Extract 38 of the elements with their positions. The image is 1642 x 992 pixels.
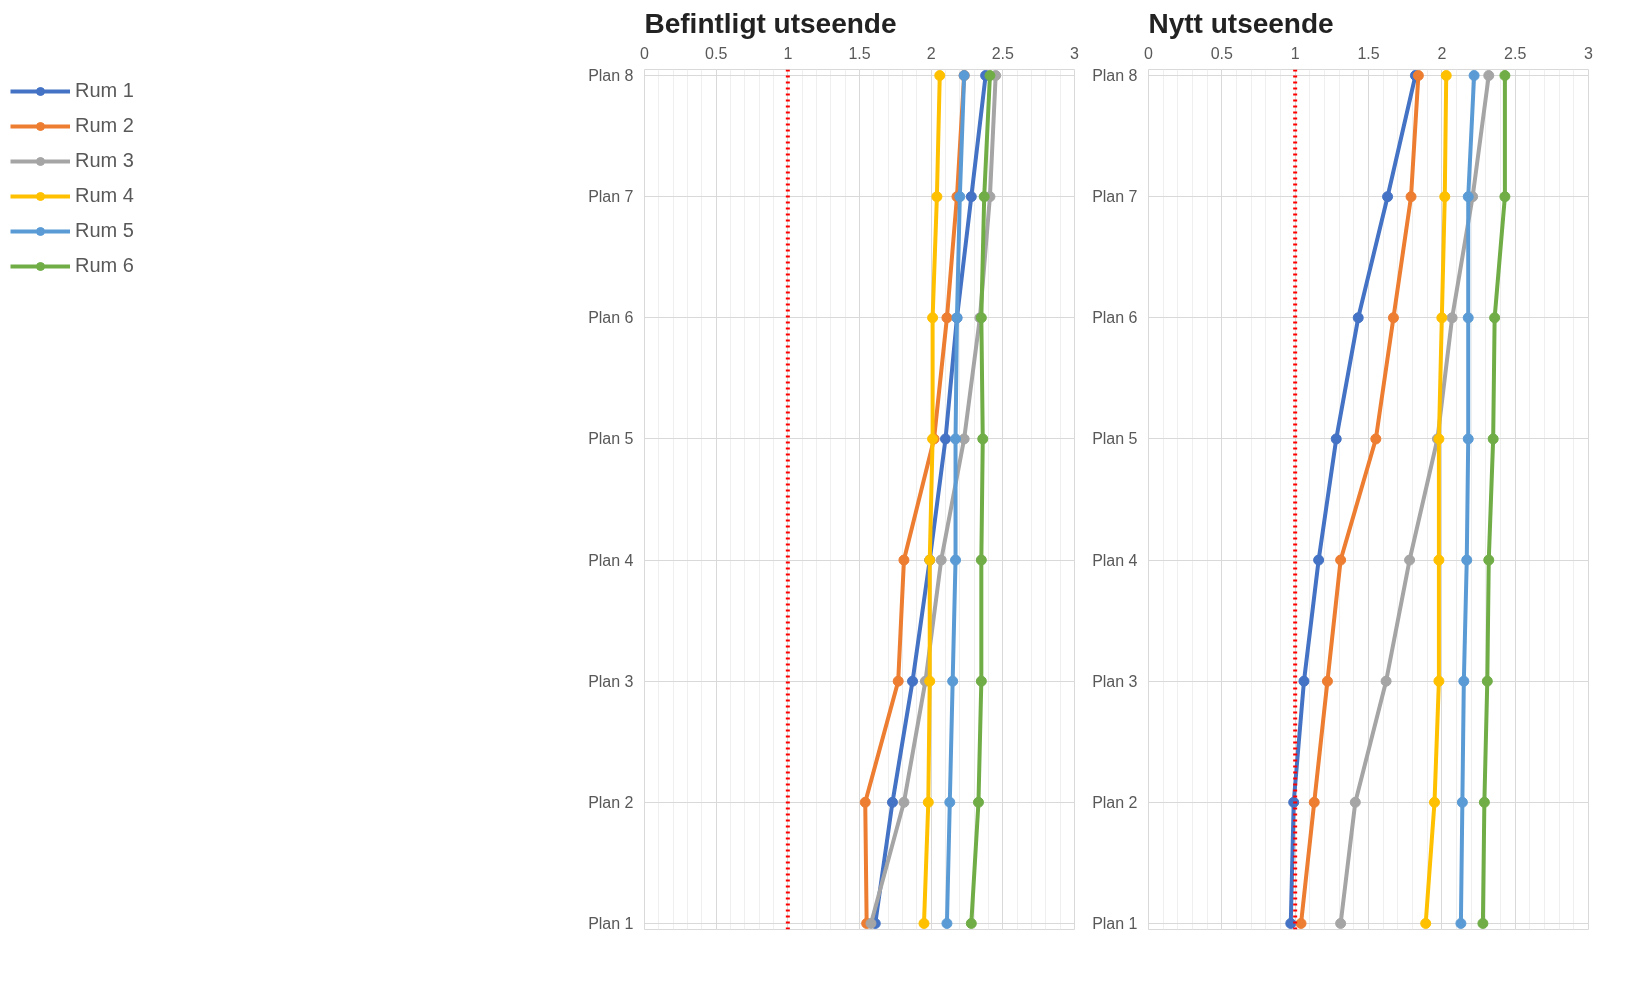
chart-title: Befintligt utseende [644,7,897,39]
y-tick-label: Plan 3 [1092,672,1138,690]
chart-title: Nytt utseende [1148,7,1334,39]
y-tick-label: Plan 8 [588,67,634,85]
y-tick-label: Plan 5 [588,430,634,448]
x-tick-label: 1.5 [1357,44,1380,62]
y-tick-label: Plan 6 [1092,309,1138,327]
y-tick-label: Plan 2 [588,793,634,811]
x-tick-label: 0 [640,44,650,62]
x-tick-label: 2 [1437,44,1447,62]
y-tick-label: Plan 7 [588,188,634,206]
y-tick-label: Plan 1 [588,914,634,932]
legend-label: Rum 3 [75,149,135,172]
x-tick-label: 1 [1290,44,1300,62]
legend-label: Rum 2 [75,114,135,137]
x-tick-label: 3 [1070,44,1080,62]
legend-label: Rum 5 [75,219,135,242]
x-tick-label: 0.5 [705,44,728,62]
x-tick-label: 2.5 [991,44,1015,62]
y-tick-label: Plan 4 [588,551,634,569]
y-tick-label: Plan 4 [1092,551,1138,569]
x-tick-label: 3 [1584,44,1594,62]
y-tick-label: Plan 3 [588,672,634,690]
legend-label: Rum 1 [75,79,135,102]
x-tick-label: 2.5 [1504,44,1527,62]
x-tick-label: 1.5 [848,44,871,62]
x-tick-label: 0 [1144,44,1154,62]
y-tick-label: Plan 6 [588,309,634,327]
legend-label: Rum 4 [75,184,135,207]
y-tick-label: Plan 2 [1092,793,1138,811]
x-tick-label: 0.5 [1210,44,1234,62]
y-tick-label: Plan 5 [1092,430,1138,448]
y-tick-label: Plan 7 [1092,188,1138,206]
legend-label: Rum 6 [75,254,135,277]
x-tick-label: 2 [926,44,936,62]
y-tick-label: Plan 8 [1092,67,1138,85]
x-tick-label: 1 [783,44,793,62]
y-tick-label: Plan 1 [1092,914,1138,932]
